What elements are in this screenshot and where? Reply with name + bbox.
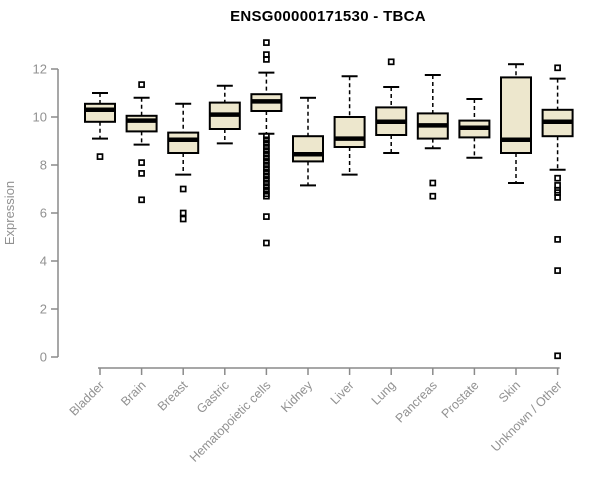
x-tick-label-prostate: Prostate — [439, 378, 482, 421]
outlier-point — [263, 143, 270, 151]
box-lung — [375, 58, 408, 154]
box-gastric — [208, 84, 241, 145]
outlier-point — [263, 147, 270, 154]
outlier-point — [263, 186, 270, 194]
outlier-point — [138, 159, 145, 166]
outlier-point — [263, 56, 270, 63]
y-tick-label: 8 — [40, 158, 47, 173]
x-tick-label-pancreas: Pancreas — [393, 378, 440, 425]
y-tick-label: 6 — [40, 206, 47, 221]
outlier-point — [387, 58, 395, 66]
outlier-point — [138, 170, 145, 177]
iqr-box — [292, 135, 324, 163]
outlier-point — [263, 183, 270, 190]
box-hematopoietic-cells — [250, 39, 283, 247]
outlier-point — [179, 209, 187, 217]
x-tick-label-skin: Skin — [496, 378, 523, 405]
box-breast — [167, 102, 200, 223]
box-prostate — [458, 98, 491, 159]
iqr-box — [84, 102, 116, 123]
outlier-point — [263, 165, 270, 172]
x-tick-label-gastric: Gastric — [194, 378, 232, 416]
outlier-point — [263, 172, 270, 180]
x-tick-label-hematopoietic-cells: Hematopoietic cells — [187, 378, 274, 465]
outlier-point — [263, 140, 270, 147]
outlier-point — [554, 174, 561, 182]
y-tick-label: 4 — [40, 254, 47, 269]
outlier-point — [554, 236, 561, 243]
outlier-point — [554, 194, 561, 201]
y-tick-label: 10 — [33, 110, 47, 125]
x-tick-label-kidney: Kidney — [278, 378, 315, 415]
x-tick-label-lung: Lung — [369, 378, 399, 408]
outlier-point — [96, 153, 104, 160]
outlier-point — [554, 64, 561, 72]
box-skin — [500, 63, 532, 184]
outlier-point — [554, 267, 561, 274]
box-pancreas — [416, 74, 449, 200]
box-brain — [125, 81, 158, 204]
outlier-point — [429, 179, 437, 187]
x-tick-label-brain: Brain — [118, 378, 149, 409]
y-tick-label: 2 — [40, 302, 47, 317]
y-axis-title: Expression — [2, 181, 17, 245]
x-tick-label-breast: Breast — [155, 378, 191, 414]
outlier-point — [138, 196, 145, 204]
iqr-box — [167, 131, 200, 155]
box-bladder — [84, 92, 116, 160]
outlier-point — [263, 176, 270, 183]
x-tick-label-unknown-other: Unknown / Other — [488, 378, 564, 454]
chart-title: ENSG00000171530 - TBCA — [230, 8, 426, 25]
outlier-point — [263, 179, 270, 187]
x-tick-label-bladder: Bladder — [67, 378, 107, 418]
y-axis: 0 2 4 6 8 10 12 Expression — [2, 62, 59, 365]
box-unknown-other — [541, 64, 574, 360]
outlier-point — [554, 352, 561, 360]
outlier-point — [429, 192, 437, 200]
outlier-point — [263, 150, 270, 158]
y-tick-label: 0 — [40, 350, 47, 365]
iqr-box — [125, 114, 158, 133]
outlier-point — [263, 168, 270, 176]
x-tick-label-liver: Liver — [328, 378, 357, 407]
outlier-point — [263, 132, 270, 140]
box-kidney — [292, 96, 324, 187]
y-tick-label: 12 — [33, 62, 47, 77]
outlier-point — [263, 154, 270, 162]
outlier-point — [263, 213, 270, 220]
outlier-point — [263, 161, 270, 169]
outlier-point — [263, 39, 270, 46]
outlier-point — [263, 158, 270, 165]
outlier-point — [263, 136, 270, 144]
outlier-point — [179, 185, 187, 193]
outlier-point — [179, 215, 187, 223]
outlier-point — [263, 192, 270, 200]
box-liver — [333, 75, 366, 176]
iqr-box — [333, 116, 366, 148]
outlier-point — [263, 239, 270, 247]
outlier-point — [138, 81, 145, 88]
